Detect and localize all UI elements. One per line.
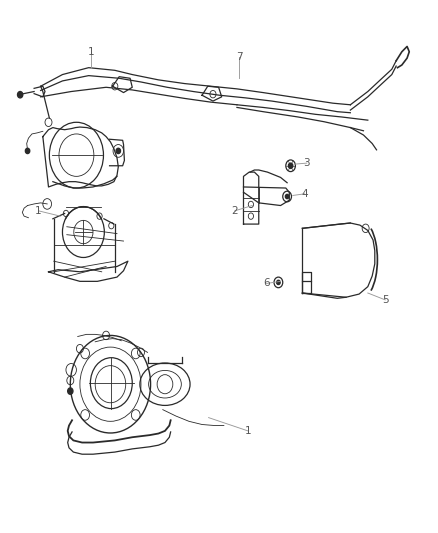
Circle shape [67, 388, 73, 394]
Text: 4: 4 [300, 189, 307, 199]
Text: 3: 3 [303, 158, 309, 168]
Text: 2: 2 [231, 206, 237, 216]
Circle shape [116, 148, 120, 154]
Circle shape [18, 92, 23, 98]
Circle shape [285, 195, 288, 199]
Text: 1: 1 [35, 206, 42, 216]
Text: 5: 5 [381, 295, 388, 305]
Circle shape [276, 280, 279, 285]
Text: 1: 1 [87, 47, 94, 56]
Text: 1: 1 [244, 426, 251, 436]
Text: 7: 7 [235, 52, 242, 62]
Circle shape [25, 148, 30, 154]
Circle shape [288, 163, 292, 168]
Text: 6: 6 [263, 278, 269, 288]
